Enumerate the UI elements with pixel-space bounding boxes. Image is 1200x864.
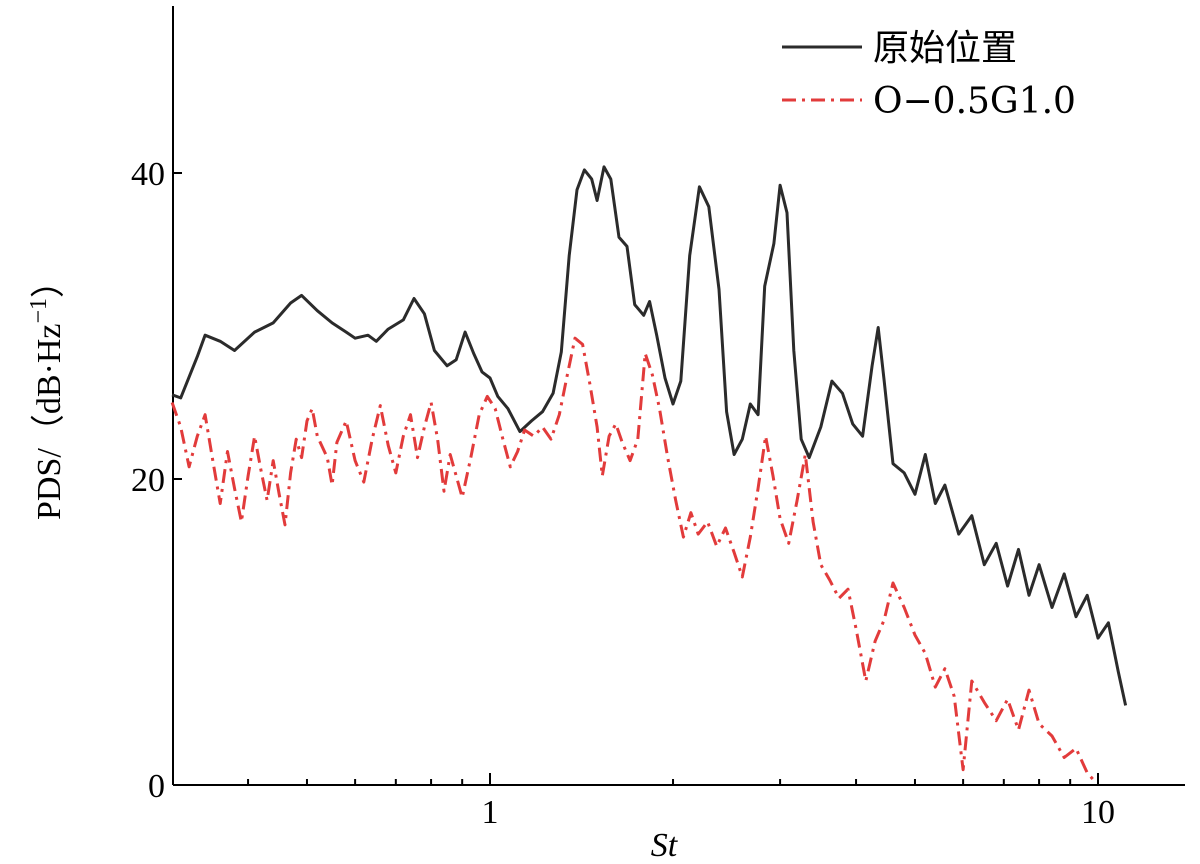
legend-label-modified: O−0.5G1.0 [873,81,1076,122]
y-axis-label-close: ） [30,264,68,298]
y-axis-label-main: PDS/（dB·Hz [30,324,68,520]
y-tick-label: 0 [148,768,165,805]
x-ticks: 1 10 [247,773,1115,831]
series-line-modified [170,336,1097,783]
x-tick-label: 10 [1081,794,1115,831]
x-tick-label: 1 [482,794,499,831]
legend: 原始位置 O−0.5G1.0 [782,28,1076,122]
series-line-original [171,165,1128,706]
y-axis-label-exponent: −1 [26,298,52,324]
series-layer [170,165,1128,783]
legend-label-original: 原始位置 [873,28,1017,69]
y-tick-label: 20 [131,462,165,499]
y-axis-label: PDS/（dB·Hz−1） [26,264,68,520]
y-tick-label: 40 [131,156,165,193]
x-axis-label: St [651,827,679,864]
y-ticks: 0 20 40 [131,156,182,805]
